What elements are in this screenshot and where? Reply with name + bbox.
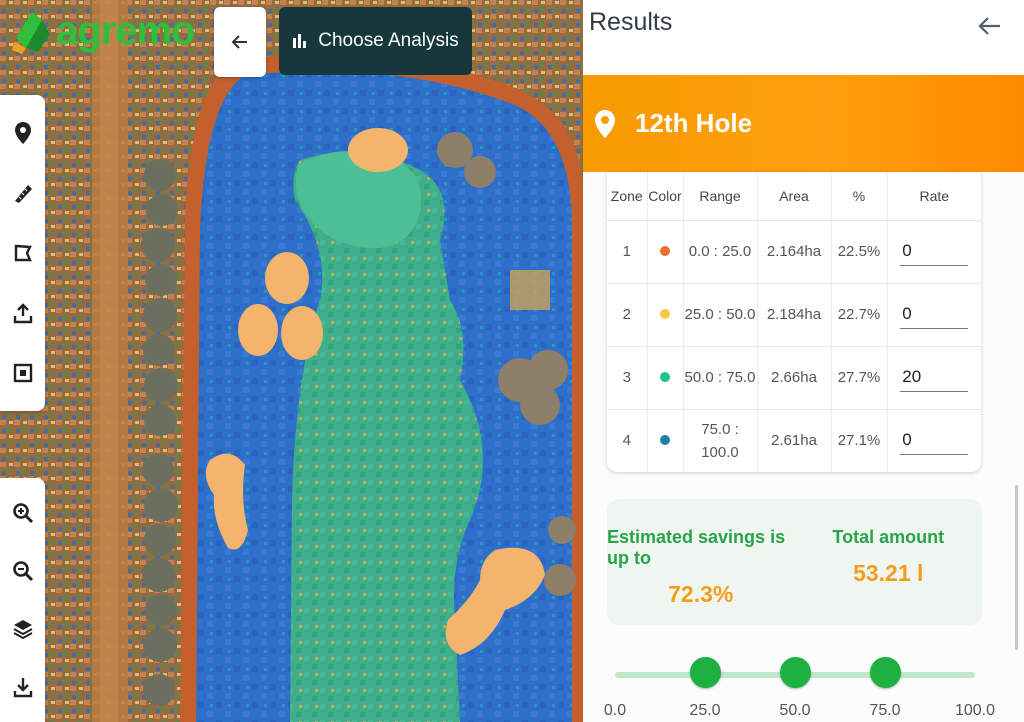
field-banner: 12th Hole xyxy=(583,75,1024,172)
layout-tool[interactable] xyxy=(8,358,38,388)
zone-number: 1 xyxy=(607,220,647,284)
slider-tick-label: 100.0 xyxy=(954,702,996,719)
zone-range: 75.0 : 100.0 xyxy=(682,409,757,472)
rate-input[interactable] xyxy=(900,426,969,456)
column-header: % xyxy=(830,172,887,221)
zone-color-cell xyxy=(646,220,683,284)
location-pin-icon xyxy=(14,122,31,144)
zone-area: 2.66ha xyxy=(756,346,831,410)
zoom-out-button[interactable] xyxy=(8,556,38,586)
zone-number: 2 xyxy=(607,283,647,347)
zones-table: Zone Color Range Area % Rate 1 0.0 : 25.… xyxy=(607,172,981,472)
layout-icon xyxy=(13,363,32,383)
slider-tick-label: 0.0 xyxy=(603,702,627,719)
zone-percent: 22.5% xyxy=(830,220,887,284)
choose-analysis-label: Choose Analysis xyxy=(318,30,459,51)
total-amount: Total amount 53.21 l xyxy=(795,499,983,625)
results-panel: Results 12th Hole Zone Color Range Area … xyxy=(583,0,1024,722)
zone-color-dot xyxy=(660,308,670,319)
panel-scrollbar[interactable] xyxy=(1015,485,1018,650)
polygon-tool[interactable] xyxy=(8,238,38,268)
column-header: Rate xyxy=(886,172,981,221)
zone-rate-cell xyxy=(886,409,981,472)
column-header: Area xyxy=(756,172,831,221)
zone-percent: 27.7% xyxy=(830,346,887,410)
zone-number: 3 xyxy=(607,346,647,410)
map-toolbar-top xyxy=(0,95,45,411)
total-amount-value: 53.21 l xyxy=(853,560,924,586)
bar-chart-icon xyxy=(293,34,307,48)
map-toolbar-bottom xyxy=(0,478,45,722)
rate-input[interactable] xyxy=(900,300,969,329)
total-amount-label: Total amount xyxy=(832,527,945,547)
rate-input[interactable] xyxy=(900,363,969,392)
zone-color-dot xyxy=(660,435,670,446)
brand-name: agremo xyxy=(56,9,195,53)
choose-analysis-button[interactable]: Choose Analysis xyxy=(279,7,472,75)
agremo-logo: agremo xyxy=(12,8,195,54)
zone-area: 2.164ha xyxy=(756,220,831,284)
zone-range: 0.0 : 25.0 xyxy=(682,220,757,284)
results-header: Results xyxy=(583,0,1024,72)
zoom-out-icon xyxy=(12,561,33,582)
ruler-icon xyxy=(14,185,32,203)
zones-table-card: Zone Color Range Area % Rate 1 0.0 : 25.… xyxy=(607,172,981,472)
table-row: 1 0.0 : 25.0 2.164ha 22.5% xyxy=(607,220,981,284)
arrow-left-icon xyxy=(231,35,247,49)
aerial-zone-map xyxy=(0,0,583,722)
zone-rate-cell xyxy=(886,346,981,410)
map-view[interactable]: agremo Choose Analysis xyxy=(0,0,583,722)
column-header: Range xyxy=(682,172,757,221)
zone-color-cell xyxy=(646,283,683,347)
upload-icon xyxy=(13,303,32,324)
polygon-icon xyxy=(14,244,32,262)
zone-color-dot xyxy=(660,245,670,256)
zone-range: 25.0 : 50.0 xyxy=(682,283,757,347)
arrow-left-icon[interactable] xyxy=(976,12,1004,40)
table-row: 2 25.0 : 50.0 2.184ha 22.7% xyxy=(607,283,981,347)
savings-label: Estimated savings is up to xyxy=(607,527,786,568)
zone-percent: 22.7% xyxy=(830,283,887,347)
zone-range: 50.0 : 75.0 xyxy=(682,346,757,410)
location-tool[interactable] xyxy=(8,118,38,148)
zone-rate-cell xyxy=(886,220,981,284)
rate-input[interactable] xyxy=(900,237,969,266)
savings-value: 72.3% xyxy=(668,581,734,607)
layers-button[interactable] xyxy=(8,614,38,644)
zone-color-cell xyxy=(646,346,683,410)
zone-color-cell xyxy=(646,409,683,472)
measure-tool[interactable] xyxy=(8,178,38,208)
zone-area: 2.61ha xyxy=(756,409,831,472)
zone-rate-cell xyxy=(886,283,981,347)
slider-tick-label: 25.0 xyxy=(689,702,721,719)
map-back-button[interactable] xyxy=(214,7,266,77)
download-icon xyxy=(13,678,32,698)
download-button[interactable] xyxy=(8,672,38,702)
slider-handle[interactable] xyxy=(779,657,811,688)
upload-tool[interactable] xyxy=(8,298,38,328)
field-name: 12th Hole xyxy=(635,108,753,138)
table-header-row: Zone Color Range Area % Rate xyxy=(607,172,981,221)
zoom-in-button[interactable] xyxy=(8,498,38,528)
layers-icon xyxy=(13,620,32,640)
zone-percent: 27.1% xyxy=(830,409,887,472)
savings-estimate: Estimated savings is up to 72.3% xyxy=(607,499,795,625)
slider-handle[interactable] xyxy=(689,657,721,688)
zone-area: 2.184ha xyxy=(756,283,831,347)
slider-tick-label: 75.0 xyxy=(869,702,901,719)
column-header: Zone xyxy=(607,172,647,221)
zoom-in-icon xyxy=(12,503,33,524)
range-slider[interactable]: 0.0 25.0 50.0 75.0 100.0 xyxy=(583,640,1024,722)
zone-color-dot xyxy=(660,371,670,382)
slider-handle[interactable] xyxy=(869,657,901,688)
table-row: 3 50.0 : 75.0 2.66ha 27.7% xyxy=(607,346,981,410)
zone-number: 4 xyxy=(622,432,631,450)
table-row: 4 75.0 : 100.0 2.61ha 27.1% xyxy=(607,409,981,472)
savings-card: Estimated savings is up to 72.3% Total a… xyxy=(607,499,982,625)
column-header: Color xyxy=(646,172,683,221)
location-pin-icon xyxy=(595,109,615,138)
slider-tick-label: 50.0 xyxy=(779,702,811,719)
agremo-leaf-icon xyxy=(12,12,50,54)
page-title: Results xyxy=(589,8,673,36)
